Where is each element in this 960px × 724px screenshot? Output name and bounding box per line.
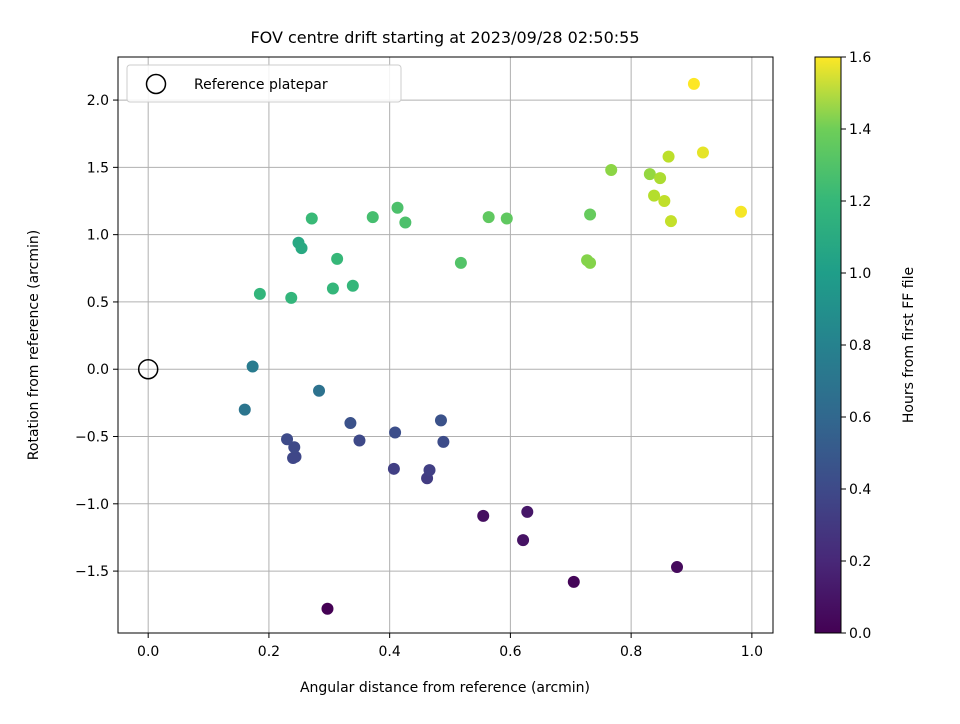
data-point	[353, 434, 366, 447]
colorbar-tick-label: 0.2	[849, 554, 871, 570]
data-point	[662, 150, 675, 163]
data-point	[664, 215, 677, 228]
data-point	[500, 212, 513, 225]
data-point	[735, 205, 748, 218]
data-point	[326, 282, 339, 295]
y-tick-label: 1.0	[87, 228, 109, 244]
colorbar-tick-label: 1.2	[849, 194, 871, 210]
data-point	[285, 291, 298, 304]
data-point	[423, 464, 436, 477]
data-point	[584, 208, 597, 221]
y-tick-label: −1.5	[75, 564, 109, 580]
data-point	[389, 426, 402, 439]
legend-label: Reference platepar	[194, 77, 328, 93]
y-tick-label: −0.5	[75, 430, 109, 446]
data-point	[477, 509, 490, 522]
data-point	[584, 256, 597, 269]
data-point	[313, 384, 326, 397]
data-point	[654, 172, 667, 185]
data-point	[238, 403, 251, 416]
data-point	[643, 168, 656, 181]
data-point	[321, 602, 334, 615]
x-tick-label: 1.0	[741, 644, 763, 660]
data-point	[346, 279, 359, 292]
legend-marker	[145, 73, 167, 95]
y-tick-label: 1.5	[87, 160, 109, 176]
data-points	[238, 77, 748, 615]
x-tick-label: 0.6	[499, 644, 521, 660]
y-tick-label: 2.0	[87, 93, 109, 109]
colorbar-tick-label: 1.6	[849, 50, 871, 66]
colorbar-tick-label: 0.4	[849, 482, 871, 498]
data-point	[437, 435, 450, 448]
data-point	[521, 505, 534, 518]
y-tick-label: 0.0	[87, 362, 109, 378]
y-tick-label: −1.0	[75, 497, 109, 513]
data-point	[648, 189, 661, 202]
y-axis-label: Rotation from reference (arcmin)	[26, 230, 42, 460]
chart-title: FOV centre drift starting at 2023/09/28 …	[250, 28, 639, 47]
data-point	[331, 252, 344, 265]
data-point	[454, 256, 467, 269]
data-point	[387, 462, 400, 475]
colorbar-tick-label: 1.0	[849, 266, 871, 282]
grid	[118, 57, 773, 633]
data-point	[517, 534, 530, 547]
legend-box	[126, 64, 402, 103]
data-point	[567, 575, 580, 588]
data-point	[605, 164, 618, 177]
data-point	[399, 216, 412, 229]
colorbar-tick-label: 0.0	[849, 626, 871, 642]
colorbar-tick-label: 0.8	[849, 338, 871, 354]
data-point	[671, 561, 684, 574]
x-axis-label: Angular distance from reference (arcmin)	[300, 680, 590, 696]
data-point	[391, 201, 404, 214]
data-point	[687, 77, 700, 90]
data-point	[305, 212, 318, 225]
x-tick-label: 0.0	[137, 644, 159, 660]
plot-frame	[117, 56, 774, 634]
x-tick-label: 0.8	[620, 644, 642, 660]
data-point	[288, 441, 301, 454]
y-axis-ticks: −1.5 −1.0 −0.5 0.0 0.5 1.0 1.5 2.0	[75, 93, 118, 580]
reference-platepar-marker	[137, 358, 159, 380]
data-point	[246, 360, 259, 373]
x-tick-label: 0.2	[258, 644, 280, 660]
data-point	[366, 211, 379, 224]
data-point	[295, 242, 308, 255]
y-tick-label: 0.5	[87, 295, 109, 311]
colorbar-tick-label: 0.6	[849, 410, 871, 426]
x-tick-label: 0.4	[379, 644, 401, 660]
colorbar-tick-label: 1.4	[849, 122, 871, 138]
colorbar-label: Hours from first FF file	[901, 267, 917, 423]
data-point	[253, 287, 266, 300]
data-point	[287, 452, 300, 465]
x-axis-ticks: 0.0 0.2 0.4 0.6 0.8 1.0	[137, 633, 763, 660]
data-point	[344, 417, 357, 430]
data-point	[696, 146, 709, 159]
legend: Reference platepar	[126, 64, 402, 103]
data-point	[658, 195, 671, 207]
colorbar-ticks: 0.0 0.2 0.4 0.6 0.8 1.0 1.2 1.4 1.6	[841, 50, 871, 642]
data-point	[281, 433, 294, 446]
colorbar	[814, 56, 842, 634]
data-point	[434, 414, 447, 427]
data-point	[482, 211, 495, 224]
